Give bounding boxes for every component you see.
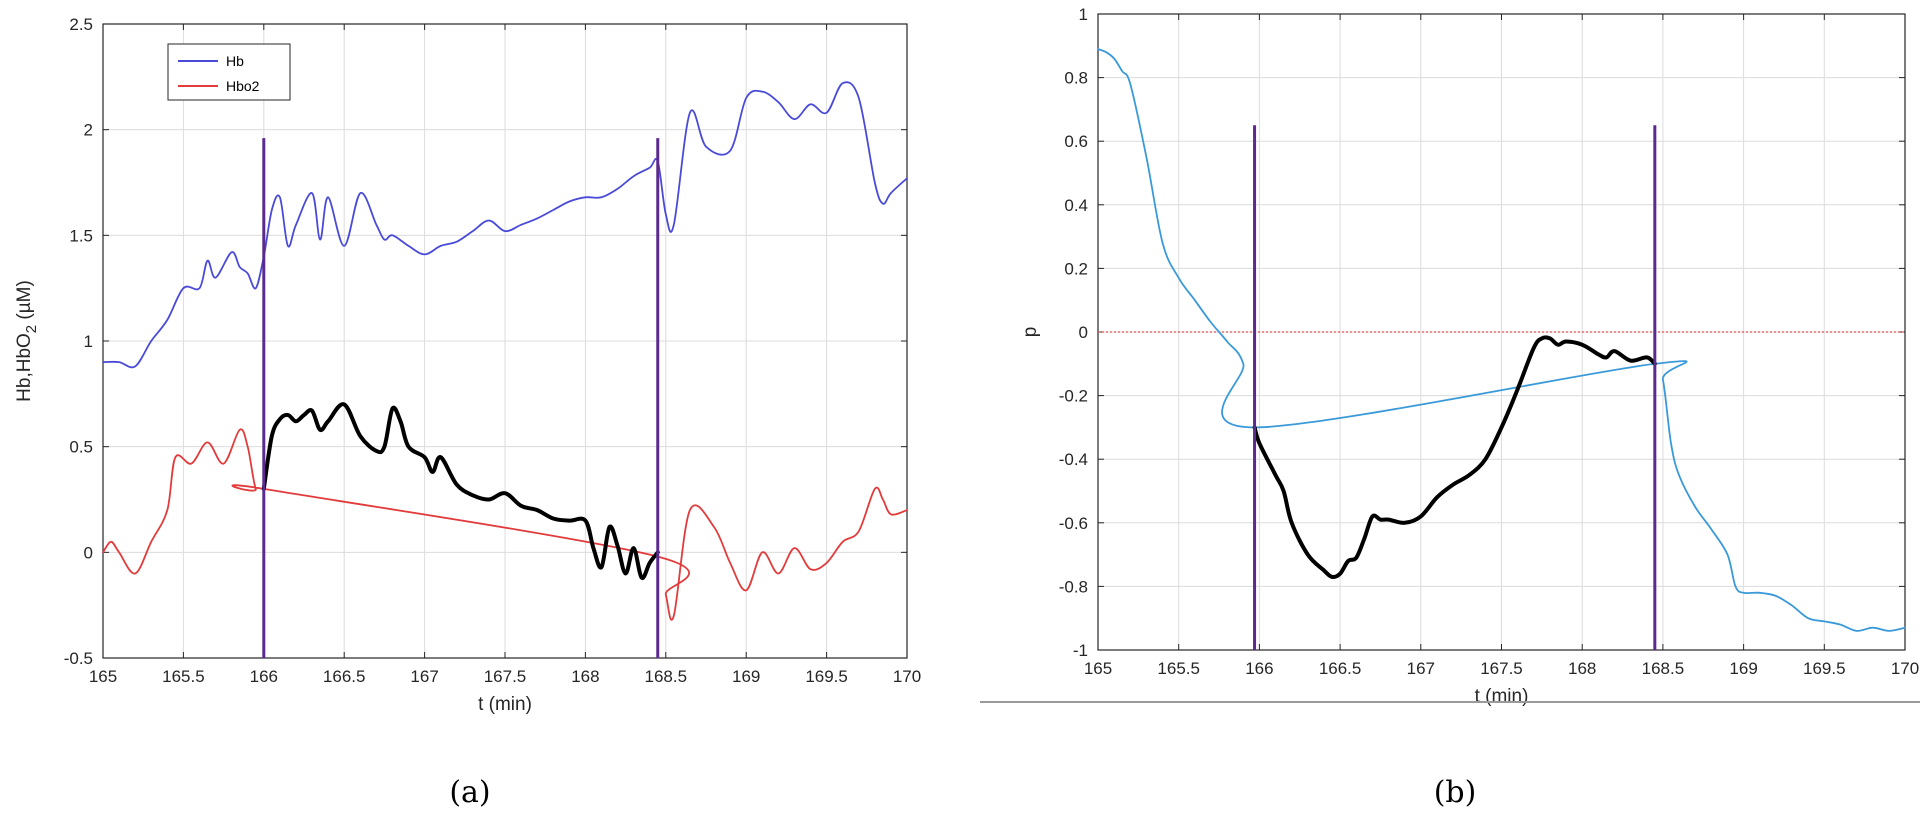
chart-panel-b: 165 165.5 166 166.5 167 167.5 168 168.5 169 169.5… bbox=[1020, 5, 1919, 707]
x-tick-label: 169.5 bbox=[805, 667, 848, 686]
x-tick-label: 166 bbox=[250, 667, 278, 686]
x-tick-label: 167 bbox=[1407, 659, 1435, 678]
x-tick-label: 167.5 bbox=[1480, 659, 1523, 678]
y-tick-label: -0.2 bbox=[1059, 387, 1088, 406]
y-axis-label: p bbox=[1020, 327, 1041, 338]
highlight-segment-line bbox=[261, 402, 660, 580]
y-tick-label: -0.5 bbox=[64, 649, 93, 668]
y-tick-label: 0.4 bbox=[1064, 196, 1088, 215]
y-axis-label-main: Hb,HbO bbox=[14, 333, 35, 402]
x-tick-label: 167 bbox=[410, 667, 438, 686]
y-axis-label-unit: (µM) bbox=[14, 280, 35, 325]
series-hb-line bbox=[102, 81, 908, 369]
y-tick-label: -0.8 bbox=[1059, 577, 1088, 596]
y-axis-label-subscript: 2 bbox=[23, 325, 40, 333]
series-hbo2-line bbox=[102, 428, 908, 621]
y-tick-label: -1 bbox=[1073, 641, 1088, 660]
x-tick-label: 168 bbox=[571, 667, 599, 686]
x-axis-label: t (min) bbox=[1475, 686, 1529, 707]
x-tick-label: 169 bbox=[1729, 659, 1757, 678]
y-tick-label: 0.8 bbox=[1064, 69, 1088, 88]
x-tick-label: 166.5 bbox=[1319, 659, 1362, 678]
y-tick-label: 0.5 bbox=[69, 438, 93, 457]
series-p-line bbox=[1097, 48, 1906, 632]
y-tick-label: 1 bbox=[1079, 5, 1088, 24]
y-tick-label: 0.6 bbox=[1064, 132, 1088, 151]
caption-b: (b) bbox=[1434, 775, 1477, 810]
x-tick-label: 165.5 bbox=[1157, 659, 1200, 678]
x-tick-label: 165.5 bbox=[162, 667, 205, 686]
y-tick-label: 1 bbox=[84, 332, 93, 351]
x-tick-label: 170 bbox=[893, 667, 921, 686]
x-tick-label: 165 bbox=[1084, 659, 1112, 678]
y-tick-label: 0 bbox=[1079, 323, 1088, 342]
x-tick-label: 169 bbox=[732, 667, 760, 686]
y-tick-label: 2.5 bbox=[69, 15, 93, 34]
y-tick-label: 1.5 bbox=[69, 226, 93, 245]
y-axis-label: Hb,HbO2 (µM) bbox=[14, 280, 40, 402]
x-tick-label: 170 bbox=[1891, 659, 1919, 678]
y-tick-label: 0 bbox=[84, 543, 93, 562]
x-tick-label: 168.5 bbox=[1642, 659, 1685, 678]
x-tick-label: 166 bbox=[1245, 659, 1273, 678]
caption-a: (a) bbox=[449, 775, 490, 810]
x-axis-label: t (min) bbox=[478, 694, 532, 715]
y-tick-label: 2 bbox=[84, 121, 93, 140]
x-tick-label: 168.5 bbox=[645, 667, 688, 686]
highlight-segment-line bbox=[1252, 335, 1657, 580]
y-tick-label: -0.6 bbox=[1059, 514, 1088, 533]
x-tick-label: 166.5 bbox=[323, 667, 366, 686]
legend-label-hb: Hb bbox=[226, 53, 244, 69]
x-tick-label: 167.5 bbox=[484, 667, 527, 686]
chart-panel-a: 165 165.5 166 166.5 167 167.5 168 168.5 169 169.5… bbox=[14, 15, 921, 715]
y-tick-label: 0.2 bbox=[1064, 259, 1088, 278]
x-tick-label: 169.5 bbox=[1803, 659, 1846, 678]
y-tick-label: -0.4 bbox=[1059, 450, 1088, 469]
legend-label-hbo2: Hbo2 bbox=[226, 78, 260, 94]
legend-box bbox=[167, 43, 291, 101]
x-tick-label: 165 bbox=[89, 667, 117, 686]
x-tick-label: 168 bbox=[1568, 659, 1596, 678]
legend: Hb Hbo2 bbox=[167, 43, 291, 101]
